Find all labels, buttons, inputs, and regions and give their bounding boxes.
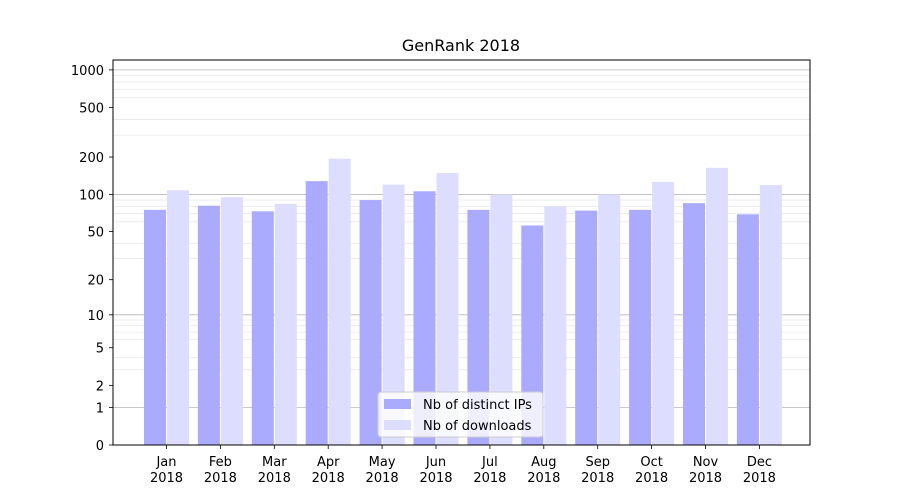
legend-swatch-downloads bbox=[384, 420, 411, 430]
bar-downloads-sep bbox=[598, 194, 621, 445]
bar-downloads-jun bbox=[436, 172, 459, 445]
x-tick-label: Sep 2018 bbox=[581, 455, 614, 486]
x-tick-label-year: 2018 bbox=[743, 471, 776, 486]
y-tick-label: 2 bbox=[96, 379, 104, 394]
bar-distinct-ips-jun bbox=[413, 191, 436, 445]
x-tick-label: Nov 2018 bbox=[689, 455, 722, 486]
bar-distinct-ips-apr bbox=[305, 181, 328, 445]
x-tick-label: Jan 2018 bbox=[150, 455, 183, 486]
x-tick-label-month: Dec bbox=[747, 455, 772, 470]
x-tick-label-year: 2018 bbox=[312, 471, 345, 486]
bar-downloads-mar bbox=[274, 203, 297, 445]
bars-layer bbox=[144, 158, 782, 446]
legend: Nb of distinct IPs Nb of downloads bbox=[377, 391, 544, 438]
x-tick-label-year: 2018 bbox=[150, 471, 183, 486]
x-tick-label-year: 2018 bbox=[635, 471, 668, 486]
bar-downloads-apr bbox=[328, 158, 351, 446]
x-tick-label-year: 2018 bbox=[258, 471, 291, 486]
bar-distinct-ips-sep bbox=[575, 210, 598, 445]
x-tick-label-month: Aug bbox=[531, 455, 556, 470]
legend-label-downloads: Nb of downloads bbox=[423, 419, 532, 434]
y-tick-label: 200 bbox=[79, 151, 104, 166]
x-tick-label-month: Nov bbox=[693, 455, 719, 470]
chart-title: GenRank 2018 bbox=[402, 36, 520, 55]
bar-downloads-aug bbox=[544, 206, 567, 445]
bar-downloads-may bbox=[382, 184, 405, 445]
x-tick-label-month: Oct bbox=[640, 455, 662, 470]
x-tick-label-year: 2018 bbox=[366, 471, 399, 486]
bar-distinct-ips-mar bbox=[251, 211, 274, 445]
x-tick-label-month: Apr bbox=[317, 455, 340, 470]
y-tick-label: 1 bbox=[96, 401, 104, 416]
x-tick-label-year: 2018 bbox=[419, 471, 452, 486]
y-tick-label: 50 bbox=[87, 226, 104, 241]
y-tick-label: 20 bbox=[87, 274, 104, 289]
x-tick-label-month: May bbox=[369, 455, 396, 470]
bar-downloads-feb bbox=[220, 197, 243, 445]
bar-downloads-nov bbox=[706, 167, 728, 445]
x-tick-label-year: 2018 bbox=[473, 471, 506, 486]
y-tick-label: 10 bbox=[87, 309, 104, 324]
x-tick-label: Dec 2018 bbox=[743, 455, 776, 486]
x-tick-label: Feb 2018 bbox=[204, 455, 237, 486]
y-tick-label: 100 bbox=[79, 188, 104, 203]
bar-distinct-ips-oct bbox=[629, 209, 652, 445]
bar-downloads-jan bbox=[167, 190, 189, 445]
x-tick-label-year: 2018 bbox=[527, 471, 560, 486]
y-tick-label: 500 bbox=[79, 101, 104, 116]
y-tick-label: 1000 bbox=[71, 64, 104, 79]
plot-frame bbox=[112, 59, 811, 446]
legend-label-distinct-ips: Nb of distinct IPs bbox=[423, 398, 532, 413]
x-tick-label-month: Jan bbox=[155, 455, 176, 470]
x-tick-label-year: 2018 bbox=[581, 471, 614, 486]
x-tick-label-month: Mar bbox=[262, 455, 287, 470]
x-tick-label-month: Jul bbox=[481, 455, 498, 470]
x-tick-label: Oct 2018 bbox=[635, 455, 668, 486]
x-tick-label-month: Feb bbox=[209, 455, 232, 470]
x-tick-label: Mar 2018 bbox=[258, 455, 291, 486]
bar-downloads-jul bbox=[490, 194, 513, 445]
x-tick-label: Jun 2018 bbox=[419, 455, 452, 486]
bar-distinct-ips-jan bbox=[144, 209, 166, 445]
bar-distinct-ips-jul bbox=[467, 209, 490, 445]
x-tick-label-month: Sep bbox=[585, 455, 610, 470]
x-tick-label-year: 2018 bbox=[689, 471, 722, 486]
x-tick-label-year: 2018 bbox=[204, 471, 237, 486]
x-tick-label: May 2018 bbox=[366, 455, 399, 486]
x-tick-label-month: Jun bbox=[425, 455, 446, 470]
x-tick-label: Aug 2018 bbox=[527, 455, 560, 486]
bar-downloads-dec bbox=[759, 185, 782, 445]
bar-distinct-ips-may bbox=[359, 200, 382, 445]
y-tick-label: 5 bbox=[96, 342, 104, 357]
bar-distinct-ips-dec bbox=[736, 214, 759, 445]
bar-downloads-oct bbox=[652, 181, 675, 445]
bar-distinct-ips-feb bbox=[197, 205, 220, 445]
bar-distinct-ips-nov bbox=[683, 203, 705, 445]
legend-swatch-distinct-ips bbox=[384, 399, 411, 409]
legend-box bbox=[377, 391, 544, 438]
x-tick-label: Jul 2018 bbox=[473, 455, 506, 486]
x-tick-label: Apr 2018 bbox=[312, 455, 345, 486]
bar-distinct-ips-aug bbox=[521, 225, 544, 445]
y-tick-label: 0 bbox=[96, 439, 104, 454]
